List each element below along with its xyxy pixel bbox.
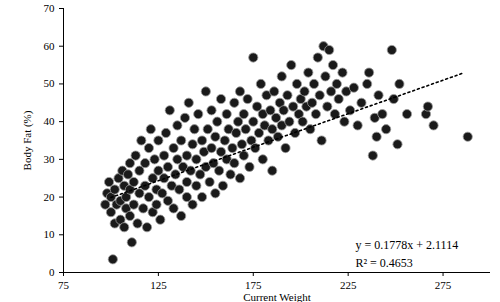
svg-text:20: 20 — [44, 191, 56, 203]
svg-text:225: 225 — [340, 279, 357, 291]
svg-text:y = 0.1778x + 2.1114: y = 0.1778x + 2.1114 — [356, 238, 459, 252]
svg-text:10: 10 — [44, 228, 56, 240]
svg-text:0: 0 — [49, 266, 55, 278]
svg-text:R² = 0.4653: R² = 0.4653 — [356, 256, 413, 270]
svg-text:75: 75 — [58, 279, 70, 291]
svg-text:70: 70 — [44, 2, 56, 14]
svg-text:Body Fat (%): Body Fat (%) — [21, 110, 34, 170]
svg-text:275: 275 — [435, 279, 452, 291]
svg-text:50: 50 — [44, 77, 56, 89]
svg-text:Current Weight: Current Weight — [243, 291, 311, 302]
svg-text:30: 30 — [44, 153, 56, 165]
svg-text:175: 175 — [245, 279, 262, 291]
svg-text:60: 60 — [44, 40, 56, 52]
svg-text:125: 125 — [150, 279, 167, 291]
svg-text:40: 40 — [44, 115, 56, 127]
